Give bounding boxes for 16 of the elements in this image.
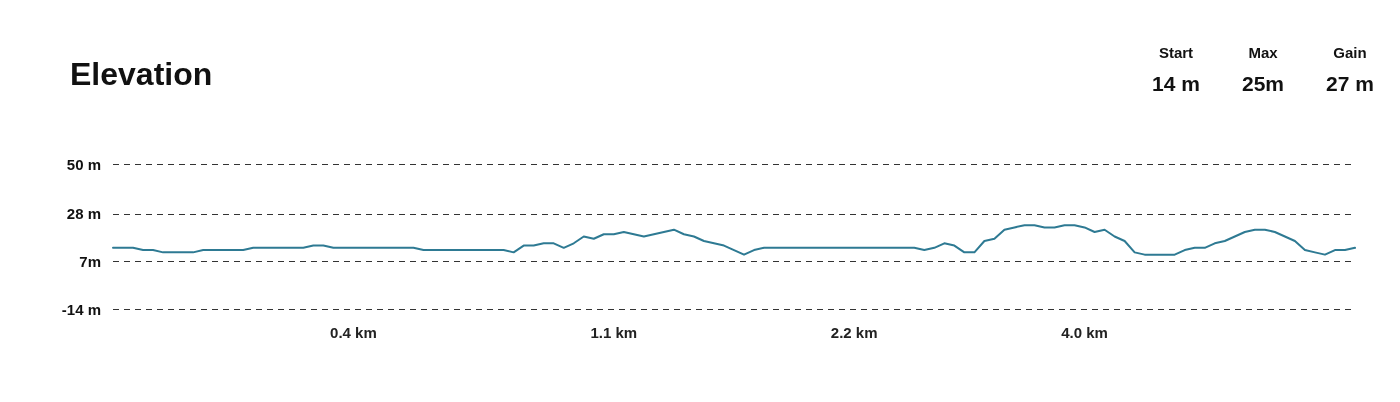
x-tick-label: 4.0 km <box>1061 324 1108 341</box>
x-tick-label: 0.4 km <box>330 324 377 341</box>
chart-title: Elevation <box>70 56 213 92</box>
y-tick-label: 7m <box>79 252 101 270</box>
text: 14 m <box>1152 71 1200 95</box>
text: 25m <box>1241 71 1285 95</box>
line-series <box>112 224 1356 256</box>
y-tick-label: 50 m <box>66 155 101 173</box>
x-tick-label: 2.2 km <box>830 324 878 341</box>
y-tick-label: -14 m <box>61 300 101 318</box>
text: Max <box>1248 43 1279 61</box>
x-tick-label: 1.1 km <box>590 324 638 341</box>
text: 27 m <box>1326 71 1374 95</box>
text: Gain <box>1333 43 1367 61</box>
text: Start <box>1158 43 1194 61</box>
y-tick-label: 28 m <box>66 205 101 223</box>
